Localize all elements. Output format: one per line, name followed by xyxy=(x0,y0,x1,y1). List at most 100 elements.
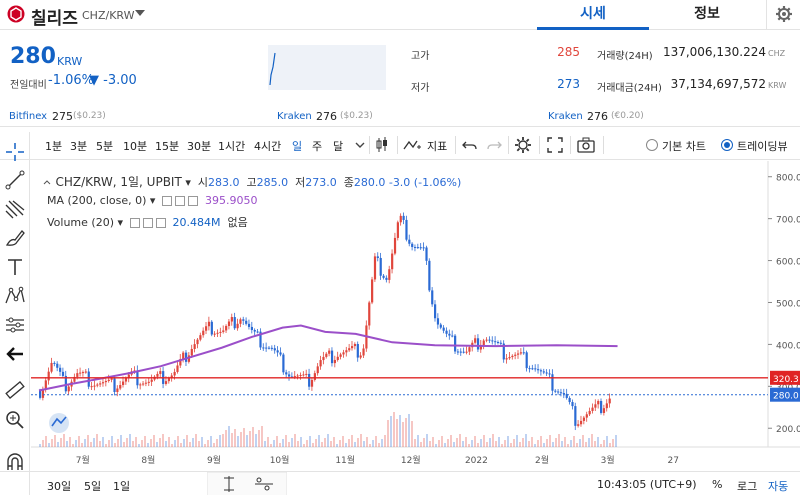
clock-time[interactable]: 10:43:05 (UTC+9) xyxy=(597,478,697,491)
pattern-icon[interactable] xyxy=(3,284,27,308)
chevron-down-icon[interactable]: ▾ xyxy=(149,194,156,207)
price-chart[interactable]: 200.0300.0400.0500.0600.0700.0800.07월8월9… xyxy=(31,161,800,471)
interval-1h[interactable]: 1시간 xyxy=(218,140,246,153)
close-icon[interactable] xyxy=(155,218,166,228)
chevron-down-icon[interactable] xyxy=(135,10,145,16)
volume-bar xyxy=(546,439,548,447)
volume-bar xyxy=(342,436,344,447)
volume-bar xyxy=(420,442,422,447)
arrow-left-icon[interactable] xyxy=(3,342,27,366)
magnet-icon[interactable] xyxy=(3,450,27,474)
legend-symbol[interactable]: CHZ/KRW, 1일, UPBIT xyxy=(55,175,182,189)
candle-body xyxy=(519,352,523,354)
radio-basic-chart[interactable] xyxy=(646,139,658,151)
auto-toggle[interactable]: 자동 xyxy=(768,480,789,493)
current-price: 280 xyxy=(10,44,56,69)
range-1d[interactable]: 1일 xyxy=(113,480,131,493)
interval-4h[interactable]: 4시간 xyxy=(254,140,282,153)
divider xyxy=(369,136,370,154)
candle-body xyxy=(76,373,79,377)
candle-body xyxy=(325,353,328,357)
exchange-name[interactable]: Kraken xyxy=(277,111,312,122)
interval-1mo[interactable]: 달 xyxy=(333,140,344,153)
exchange-name[interactable]: Bitfinex xyxy=(9,111,48,122)
candle-body xyxy=(502,343,505,360)
radio-tradingview[interactable] xyxy=(721,139,733,151)
range-30d[interactable]: 30일 xyxy=(47,480,72,493)
candle-body xyxy=(411,243,414,247)
camera-icon[interactable] xyxy=(576,135,596,155)
gear-icon[interactable] xyxy=(513,135,533,155)
settings-button[interactable] xyxy=(766,0,800,30)
interval-1w[interactable]: 주 xyxy=(312,140,323,153)
crosshair-icon[interactable] xyxy=(3,140,27,164)
divider xyxy=(508,136,509,154)
volume-bar xyxy=(111,436,113,447)
interval-10m[interactable]: 10분 xyxy=(123,140,148,153)
range-5d[interactable]: 5일 xyxy=(84,480,102,493)
brush-icon[interactable] xyxy=(3,226,27,250)
candlestick-icon[interactable] xyxy=(372,135,392,155)
candle-body xyxy=(456,351,460,353)
tradingview-label[interactable]: 트레이딩뷰 xyxy=(737,140,788,153)
volume-label[interactable]: Volume (20) xyxy=(47,216,114,229)
volume-bar xyxy=(384,435,386,447)
chart-canvas[interactable]: 200.0300.0400.0500.0600.0700.0800.07월8월9… xyxy=(31,161,800,471)
change-percent: -1.06% xyxy=(48,73,94,88)
candle-body xyxy=(190,348,193,356)
collapse-icon[interactable] xyxy=(42,178,52,188)
exchange-name[interactable]: Kraken xyxy=(548,111,583,122)
tab-quote[interactable]: 시세 xyxy=(537,0,649,30)
zoom-icon[interactable] xyxy=(3,408,27,432)
text-icon[interactable] xyxy=(3,255,27,279)
trendline-icon[interactable] xyxy=(3,168,27,192)
indicator-icon[interactable] xyxy=(402,135,422,155)
volume-bar xyxy=(93,438,95,447)
percent-toggle[interactable]: % xyxy=(712,478,723,491)
interval-15m[interactable]: 15분 xyxy=(155,140,180,153)
interval-1m[interactable]: 1분 xyxy=(45,140,63,153)
candle-body xyxy=(67,386,70,392)
interval-3m[interactable]: 3분 xyxy=(70,140,88,153)
forecast-icon[interactable] xyxy=(3,313,27,337)
main-legend: CHZ/KRW, 1일, UPBIT ▾ 시283.0 고285.0 저273.… xyxy=(42,173,461,190)
redo-icon[interactable] xyxy=(484,135,504,155)
gear-icon[interactable] xyxy=(174,196,185,206)
interval-5m[interactable]: 5분 xyxy=(96,140,114,153)
volume-bar xyxy=(147,443,149,447)
candle-body xyxy=(548,373,551,375)
log-toggle[interactable]: 로그 xyxy=(737,480,758,493)
chevron-down-icon[interactable]: ▾ xyxy=(117,216,124,229)
volume-bar xyxy=(489,438,491,447)
eye-icon[interactable] xyxy=(161,196,172,206)
ruler-icon[interactable] xyxy=(3,378,27,402)
chevron-down-icon[interactable] xyxy=(350,135,370,155)
candle-body xyxy=(156,373,159,377)
eye-icon[interactable] xyxy=(129,218,140,228)
volume-bar xyxy=(462,441,464,447)
interval-1d[interactable]: 일 xyxy=(292,140,303,153)
fullscreen-icon[interactable] xyxy=(545,135,565,155)
chevron-down-icon[interactable]: ▾ xyxy=(185,176,191,189)
reset-scale-icon[interactable] xyxy=(224,476,234,492)
fib-icon[interactable] xyxy=(3,197,27,221)
candle-body xyxy=(293,376,296,378)
x-tick-label: 12월 xyxy=(401,454,421,466)
fit-scale-icon[interactable] xyxy=(255,477,273,491)
volume-bar xyxy=(282,439,284,447)
volume-bar xyxy=(204,444,206,447)
interval-30m[interactable]: 30분 xyxy=(187,140,212,153)
volume-bar xyxy=(540,436,542,447)
gear-icon[interactable] xyxy=(142,218,153,228)
undo-icon[interactable] xyxy=(460,135,480,155)
candle-body xyxy=(391,253,394,270)
candle-body xyxy=(408,239,411,244)
tab-info[interactable]: 정보 xyxy=(694,6,720,22)
candle-body xyxy=(313,373,316,380)
indicators-label[interactable]: 지표 xyxy=(427,140,448,153)
basic-chart-label[interactable]: 기본 차트 xyxy=(662,140,706,153)
volume-bar xyxy=(366,437,368,447)
close-icon[interactable] xyxy=(187,196,198,206)
ma-label[interactable]: MA (200, close, 0) xyxy=(47,194,147,207)
candle-body xyxy=(139,384,142,386)
